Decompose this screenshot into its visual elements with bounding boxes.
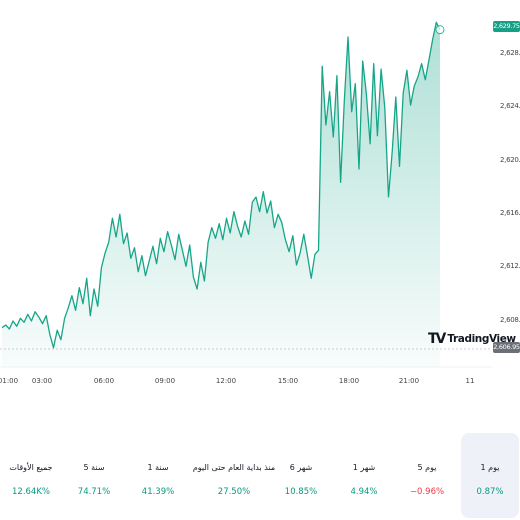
performance-period-label: 1 سنة [147,463,169,472]
performance-period-1[interactable]: 5 يوم −0.96% [379,433,475,518]
x-tick-label: 18:00 [338,377,360,385]
x-tick-label: 06:00 [93,377,115,385]
y-tick-label: 2,612.00 [500,262,520,271]
performance-period-value: 10.85% [284,487,318,497]
y-tick-label: 2,616.00 [500,209,520,217]
performance-period-0[interactable]: 1 يوم 0.87% [461,433,519,518]
performance-period-label: 5 سنة [83,463,105,472]
x-tick-label: 15:00 [277,377,299,385]
tradingview-logo-icon: TV [428,331,446,347]
tradingview-logo-text: TradingView [447,333,516,345]
performance-period-label: 5 يوم [417,463,437,472]
performance-period-label: جميع الأوقات [9,463,53,472]
performance-period-value: 0.87% [476,487,504,497]
performance-period-5[interactable]: 1 سنة 41.39% [110,433,206,518]
performance-period-value: 4.94% [350,487,378,497]
performance-period-2[interactable]: 1 شهر 4.94% [316,433,412,518]
x-tick-label: 21:00 [398,377,420,385]
performance-period-value: 27.50% [217,487,251,497]
price-line [1,21,441,349]
x-tick-label: 03:00 [31,377,53,385]
performance-period-value: 12.64K% [12,487,50,497]
x-tick-label: 09:00 [154,377,176,385]
chart-canvas[interactable] [0,0,520,400]
x-tick-label: 01:00 [0,377,19,385]
performance-period-4[interactable]: منذ بداية العام حتى اليوم 27.50% [186,433,282,518]
performance-period-label: منذ بداية العام حتى اليوم [192,463,276,472]
base-price-tag: 2,606.95 [493,342,520,353]
y-tick-label: 2,628.00 [500,49,520,57]
y-tick-label: 2,624.00 [500,102,520,111]
performance-period-value: 41.39% [141,487,175,497]
price-chart[interactable]: 2,628.00 2,624.00 2,620.00 2,616.00 2,612.00… [0,0,520,400]
last-price-dot [435,25,445,35]
performance-period-label: 1 يوم [480,463,500,472]
performance-bar: 1 يوم 0.87% 5 يوم −0.96% 1 شهر 4.94% 6 شهر 10.8… [0,433,520,520]
performance-period-3[interactable]: 6 شهر 10.85% [253,433,349,518]
performance-period-label: 1 شهر [352,463,376,472]
performance-period-value: 74.71% [77,487,111,497]
tradingview-logo[interactable]: TV TradingView [428,331,516,347]
y-tick-label: 2,620.00 [500,155,520,164]
x-tick-label: 11 [465,377,475,385]
performance-period-7[interactable]: جميع الأوقات 12.64K% [0,433,79,518]
performance-period-6[interactable]: 5 سنة 74.71% [46,433,142,518]
y-tick-label: 2,608.00 [500,315,520,324]
performance-period-label: 6 شهر [289,463,313,472]
last-price-tag: 2,629.75 [493,21,520,32]
performance-period-value: −0.96% [409,487,445,497]
x-tick-label: 12:00 [215,377,237,385]
